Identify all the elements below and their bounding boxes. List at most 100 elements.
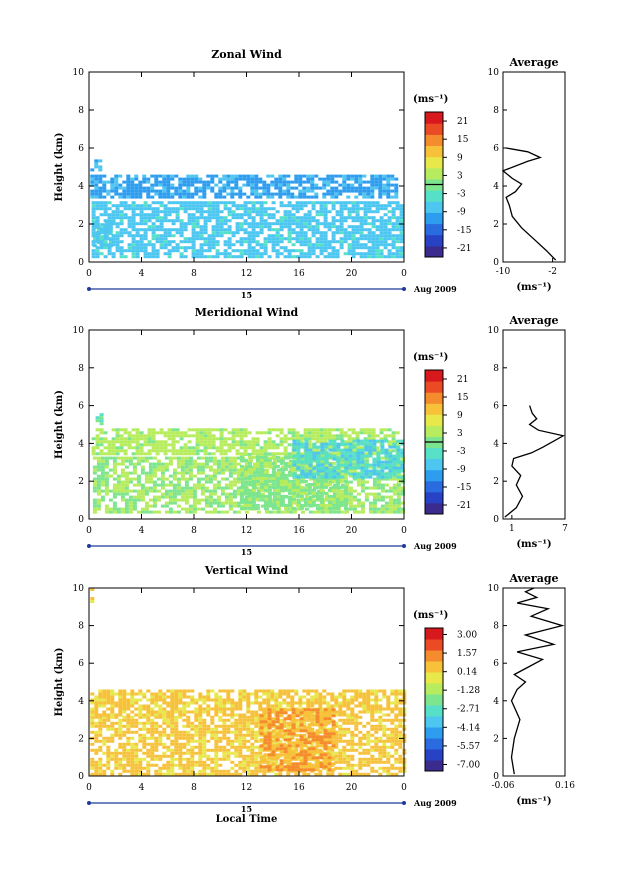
- heatmap-cell: [344, 451, 349, 455]
- heatmap-cell: [186, 766, 191, 770]
- heatmap-cell: [363, 255, 368, 259]
- heatmap-cell: [228, 498, 233, 502]
- heatmap-cell: [202, 772, 207, 776]
- heatmap-cell: [278, 189, 283, 193]
- heatmap-cell: [336, 448, 341, 452]
- heatmap-cell: [144, 501, 149, 505]
- heatmap-cell: [296, 477, 301, 481]
- heatmap-cell: [106, 760, 111, 764]
- heatmap-cell: [315, 246, 320, 250]
- heatmap-cell: [352, 472, 357, 476]
- heatmap-cell: [387, 219, 392, 223]
- heatmap-cell: [198, 751, 203, 755]
- heatmap-cell: [220, 492, 225, 496]
- heatmap-cell: [132, 465, 137, 469]
- heatmap-cell: [396, 439, 401, 443]
- heatmap-cell: [175, 210, 180, 214]
- heatmap-cell: [343, 506, 348, 510]
- heatmap-cell: [384, 456, 389, 460]
- heatmap-cell: [306, 177, 311, 181]
- heatmap-cell: [330, 180, 335, 184]
- heatmap-cell: [239, 249, 244, 253]
- average-profile-line: [501, 147, 557, 261]
- heatmap-cell: [130, 751, 135, 755]
- x-tick-label: 12: [241, 526, 252, 536]
- heatmap-cell: [186, 769, 191, 773]
- heatmap-cell: [120, 507, 125, 511]
- heatmap-cell: [228, 456, 233, 460]
- heatmap-cell: [186, 189, 191, 193]
- heatmap-cell: [91, 449, 96, 453]
- heatmap-cell: [319, 500, 324, 504]
- heatmap-cell: [300, 454, 305, 458]
- heatmap-cell: [339, 497, 344, 501]
- heatmap-cell: [102, 721, 107, 725]
- heatmap-cell: [159, 225, 164, 229]
- heatmap-cell: [166, 189, 171, 193]
- heatmap-cell: [156, 495, 161, 499]
- heatmap-cell: [127, 249, 132, 253]
- heatmap-cell: [171, 210, 176, 214]
- heatmap-cell: [172, 468, 177, 472]
- heatmap-cell: [319, 240, 324, 244]
- heatmap-cell: [146, 180, 151, 184]
- heatmap-cell: [320, 463, 325, 467]
- heatmap-cell: [226, 183, 231, 187]
- heatmap-cell: [311, 252, 316, 256]
- heatmap-cell: [212, 477, 217, 481]
- heatmap-cell: [188, 510, 193, 514]
- heatmap-cell: [188, 456, 193, 460]
- heatmap-cell: [135, 255, 140, 259]
- heatmap-cell: [215, 446, 220, 450]
- heatmap-cell: [99, 231, 104, 235]
- heatmap-cell: [171, 434, 176, 438]
- colorbar-segment: [425, 123, 443, 135]
- heatmap-cell: [218, 186, 223, 190]
- heatmap-cell: [338, 733, 343, 737]
- heatmap-cell: [170, 192, 175, 196]
- heatmap-cell: [242, 745, 247, 749]
- heatmap-cell: [295, 437, 300, 441]
- heatmap-cell: [291, 431, 296, 435]
- heatmap-cell: [218, 757, 223, 761]
- heatmap-cell: [132, 507, 137, 511]
- heatmap-cell: [348, 504, 353, 508]
- heatmap-cell: [130, 745, 135, 749]
- heatmap-cell: [211, 443, 216, 447]
- heatmap-cell: [120, 468, 125, 472]
- heatmap-cell: [94, 730, 99, 734]
- heatmap-cell: [300, 475, 305, 479]
- heatmap-cell: [187, 213, 192, 217]
- heatmap-cell: [400, 439, 405, 443]
- heatmap-cell: [331, 201, 336, 205]
- heatmap-cell: [379, 231, 384, 235]
- heatmap-cell: [239, 222, 244, 226]
- heatmap-cell: [331, 249, 336, 253]
- heatmap-cell: [304, 442, 309, 446]
- heatmap-cell: [371, 243, 376, 247]
- heatmap-cell: [171, 428, 176, 432]
- heatmap-cell: [372, 492, 377, 496]
- heatmap-cell: [392, 492, 397, 496]
- heatmap-cell: [267, 240, 272, 244]
- heatmap-cell: [190, 733, 195, 737]
- heatmap-cell: [146, 751, 151, 755]
- heatmap-cell: [307, 216, 312, 220]
- heatmap-cell: [171, 240, 176, 244]
- heatmap-cell: [386, 180, 391, 184]
- heatmap-cell: [174, 751, 179, 755]
- heatmap-cell: [227, 228, 232, 232]
- heatmap-cell: [334, 730, 339, 734]
- heatmap-cell: [380, 507, 385, 511]
- heatmap-cell: [334, 757, 339, 761]
- heatmap-cell: [320, 445, 325, 449]
- heatmap-cell: [287, 503, 292, 507]
- heatmap-cell: [223, 249, 228, 253]
- heatmap-cell: [395, 216, 400, 220]
- heatmap-cell: [331, 234, 336, 238]
- heatmap-cell: [234, 733, 239, 737]
- heatmap-cell: [350, 733, 355, 737]
- heatmap-cell: [366, 739, 371, 743]
- heatmap-cell: [254, 745, 259, 749]
- heatmap-cell: [192, 492, 197, 496]
